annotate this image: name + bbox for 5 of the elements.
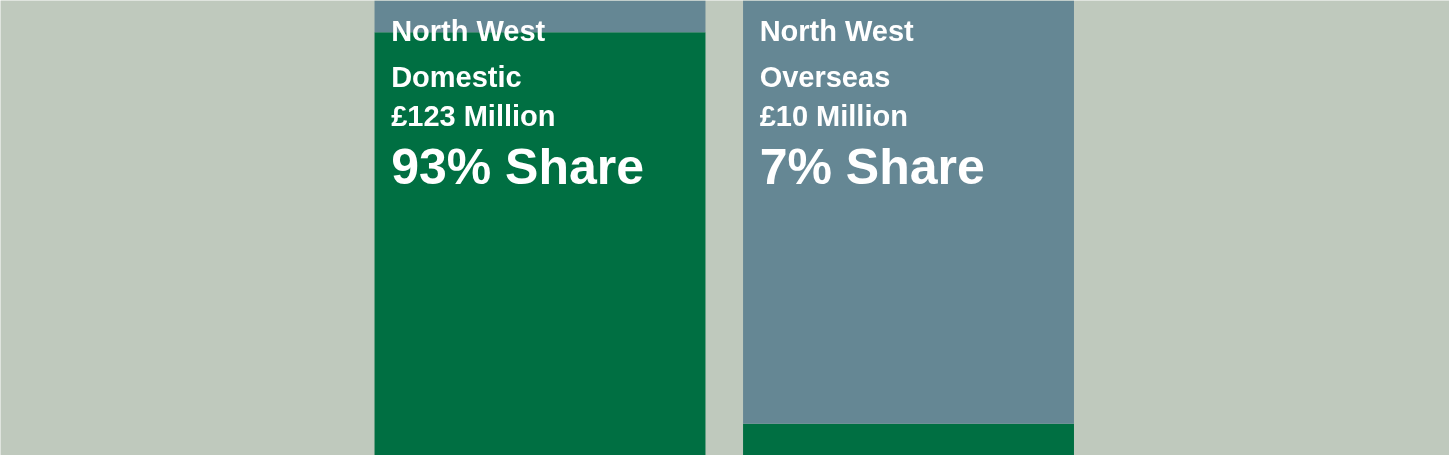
annotation: £123 Million [391, 99, 556, 132]
annotation: 7% Share [759, 138, 985, 195]
annotation: £10 Million [759, 99, 908, 132]
x-tick-label: North West Overseas [759, 14, 915, 93]
annotation: 93% Share [391, 138, 645, 195]
